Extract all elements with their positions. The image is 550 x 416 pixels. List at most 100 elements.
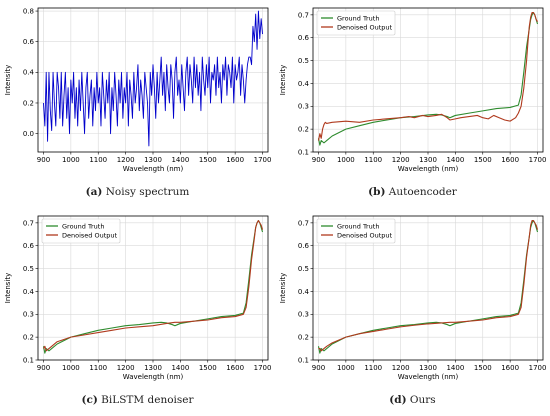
x-tick-label: 1000	[337, 364, 355, 372]
y-tick-label: 0.2	[23, 99, 34, 107]
y-axis-label: Intensity	[4, 273, 12, 303]
caption-noisy-spectrum: (a) Noisy spectrum	[0, 186, 275, 198]
x-axis-label: Wavelength (nm)	[398, 373, 459, 381]
x-tick-label: 1500	[474, 364, 492, 372]
y-tick-label: 0.3	[298, 103, 309, 111]
x-axis-label: Wavelength (nm)	[398, 165, 459, 173]
legend-entry: Denoised Output	[337, 23, 393, 31]
x-axis-label: Wavelength (nm)	[123, 373, 184, 381]
chart-autoencoder: 900 1000 1100 1200 1300 1400 1500 1600 1700 0.1 0.…	[279, 7, 547, 173]
legend-entry: Ground Truth	[337, 222, 379, 230]
x-tick-label: 1300	[419, 364, 437, 372]
panel-noisy-spectrum: 900 1000 1100 1200 1300 1400 1500 1600 1700 0.0 0.…	[0, 0, 275, 208]
chart-bilstm-denoiser: 900 1000 1100 1200 1300 1400 1500 1600 1700 0.1 0.…	[4, 215, 272, 381]
x-tick-label: 900	[312, 156, 325, 164]
series-line-denoised-output	[43, 220, 264, 352]
x-axis-label: Wavelength (nm)	[123, 165, 184, 173]
y-tick-label: 0.4	[298, 288, 310, 296]
caption-label: (b)	[368, 186, 386, 198]
x-tick-label: 1600	[501, 156, 519, 164]
y-tick-label: 0.2	[23, 334, 34, 342]
panel-ours: 900 1000 1100 1200 1300 1400 1500 1600 1700 0.1 0.…	[275, 208, 550, 416]
x-tick-label: 1700	[529, 364, 547, 372]
x-tick-label: 1400	[171, 156, 189, 164]
y-axis-label: Intensity	[279, 65, 287, 95]
x-tick-label: 1000	[337, 156, 355, 164]
x-tick-label: 1300	[144, 156, 162, 164]
y-tick-label: 0.5	[298, 265, 309, 273]
y-tick-label: 0.4	[23, 288, 35, 296]
series-line-spectrum	[43, 10, 263, 147]
y-tick-label: 0.6	[23, 38, 35, 46]
x-tick-label: 1700	[254, 364, 272, 372]
x-tick-label: 1600	[501, 364, 519, 372]
x-tick-label: 1100	[89, 364, 107, 372]
x-tick-label: 1100	[364, 156, 382, 164]
y-tick-label: 0.7	[298, 11, 309, 19]
x-tick-label: 1300	[419, 156, 437, 164]
x-tick-label: 1000	[62, 156, 80, 164]
x-tick-label: 1000	[62, 364, 80, 372]
x-tick-label: 1400	[171, 364, 189, 372]
caption-label: (d)	[389, 394, 407, 406]
y-tick-label: 0.1	[298, 148, 309, 156]
x-tick-label: 900	[37, 156, 50, 164]
x-tick-label: 1200	[392, 364, 410, 372]
x-tick-label: 1200	[117, 156, 135, 164]
x-tick-label: 1300	[144, 364, 162, 372]
legend-entry: Denoised Output	[62, 231, 118, 239]
y-tick-label: 0.6	[298, 34, 310, 42]
chart-noisy-spectrum: 900 1000 1100 1200 1300 1400 1500 1600 1700 0.0 0.…	[4, 7, 272, 173]
y-tick-label: 0.5	[23, 265, 34, 273]
series-line-denoised-output	[318, 220, 539, 352]
series-line-denoised-output	[317, 12, 538, 141]
x-tick-label: 900	[37, 364, 50, 372]
y-tick-label: 0.1	[23, 356, 34, 364]
y-tick-label: 0.6	[298, 242, 310, 250]
x-tick-label: 1600	[226, 156, 244, 164]
caption-autoencoder: (b) Autoencoder	[275, 186, 550, 198]
caption-text: BiLSTM denoiser	[101, 394, 194, 406]
x-tick-label: 1700	[529, 156, 547, 164]
caption-label: (a)	[85, 186, 103, 198]
legend-box	[41, 218, 121, 244]
x-tick-label: 1500	[199, 364, 217, 372]
chart-ours: 900 1000 1100 1200 1300 1400 1500 1600 1700 0.1 0.…	[279, 215, 547, 381]
y-tick-label: 0.2	[298, 126, 309, 134]
y-tick-label: 0.3	[23, 311, 34, 319]
x-tick-label: 1200	[117, 364, 135, 372]
x-tick-label: 1400	[446, 364, 464, 372]
legend-entry: Ground Truth	[337, 14, 379, 22]
caption-text: Ours	[409, 394, 436, 406]
legend-box	[316, 218, 396, 244]
x-tick-label: 1700	[254, 156, 272, 164]
y-tick-label: 0.5	[298, 57, 309, 65]
x-tick-label: 1100	[364, 364, 382, 372]
y-tick-label: 0.4	[23, 69, 35, 77]
y-tick-label: 0.6	[23, 242, 35, 250]
x-tick-label: 1100	[89, 156, 107, 164]
x-tick-label: 1500	[199, 156, 217, 164]
panel-bilstm-denoiser: 900 1000 1100 1200 1300 1400 1500 1600 1700 0.1 0.…	[0, 208, 275, 416]
legend-entry: Denoised Output	[337, 231, 393, 239]
caption-text: Autoencoder	[388, 186, 457, 198]
panel-autoencoder: 900 1000 1100 1200 1300 1400 1500 1600 1700 0.1 0.…	[275, 0, 550, 208]
y-tick-label: 0.0	[23, 130, 34, 138]
x-tick-label: 1500	[474, 156, 492, 164]
caption-text: Noisy spectrum	[105, 186, 190, 198]
x-tick-label: 1400	[446, 156, 464, 164]
caption-ours: (d) Ours	[275, 394, 550, 406]
y-axis-label: Intensity	[4, 65, 12, 95]
y-tick-label: 0.1	[298, 356, 309, 364]
x-tick-label: 1600	[226, 364, 244, 372]
y-tick-label: 0.7	[23, 219, 34, 227]
legend-entry: Ground Truth	[62, 222, 104, 230]
caption-label: (c)	[81, 394, 98, 406]
legend-box	[316, 10, 396, 36]
y-tick-label: 0.2	[298, 334, 309, 342]
caption-bilstm-denoiser: (c) BiLSTM denoiser	[0, 394, 275, 406]
x-tick-label: 1200	[392, 156, 410, 164]
